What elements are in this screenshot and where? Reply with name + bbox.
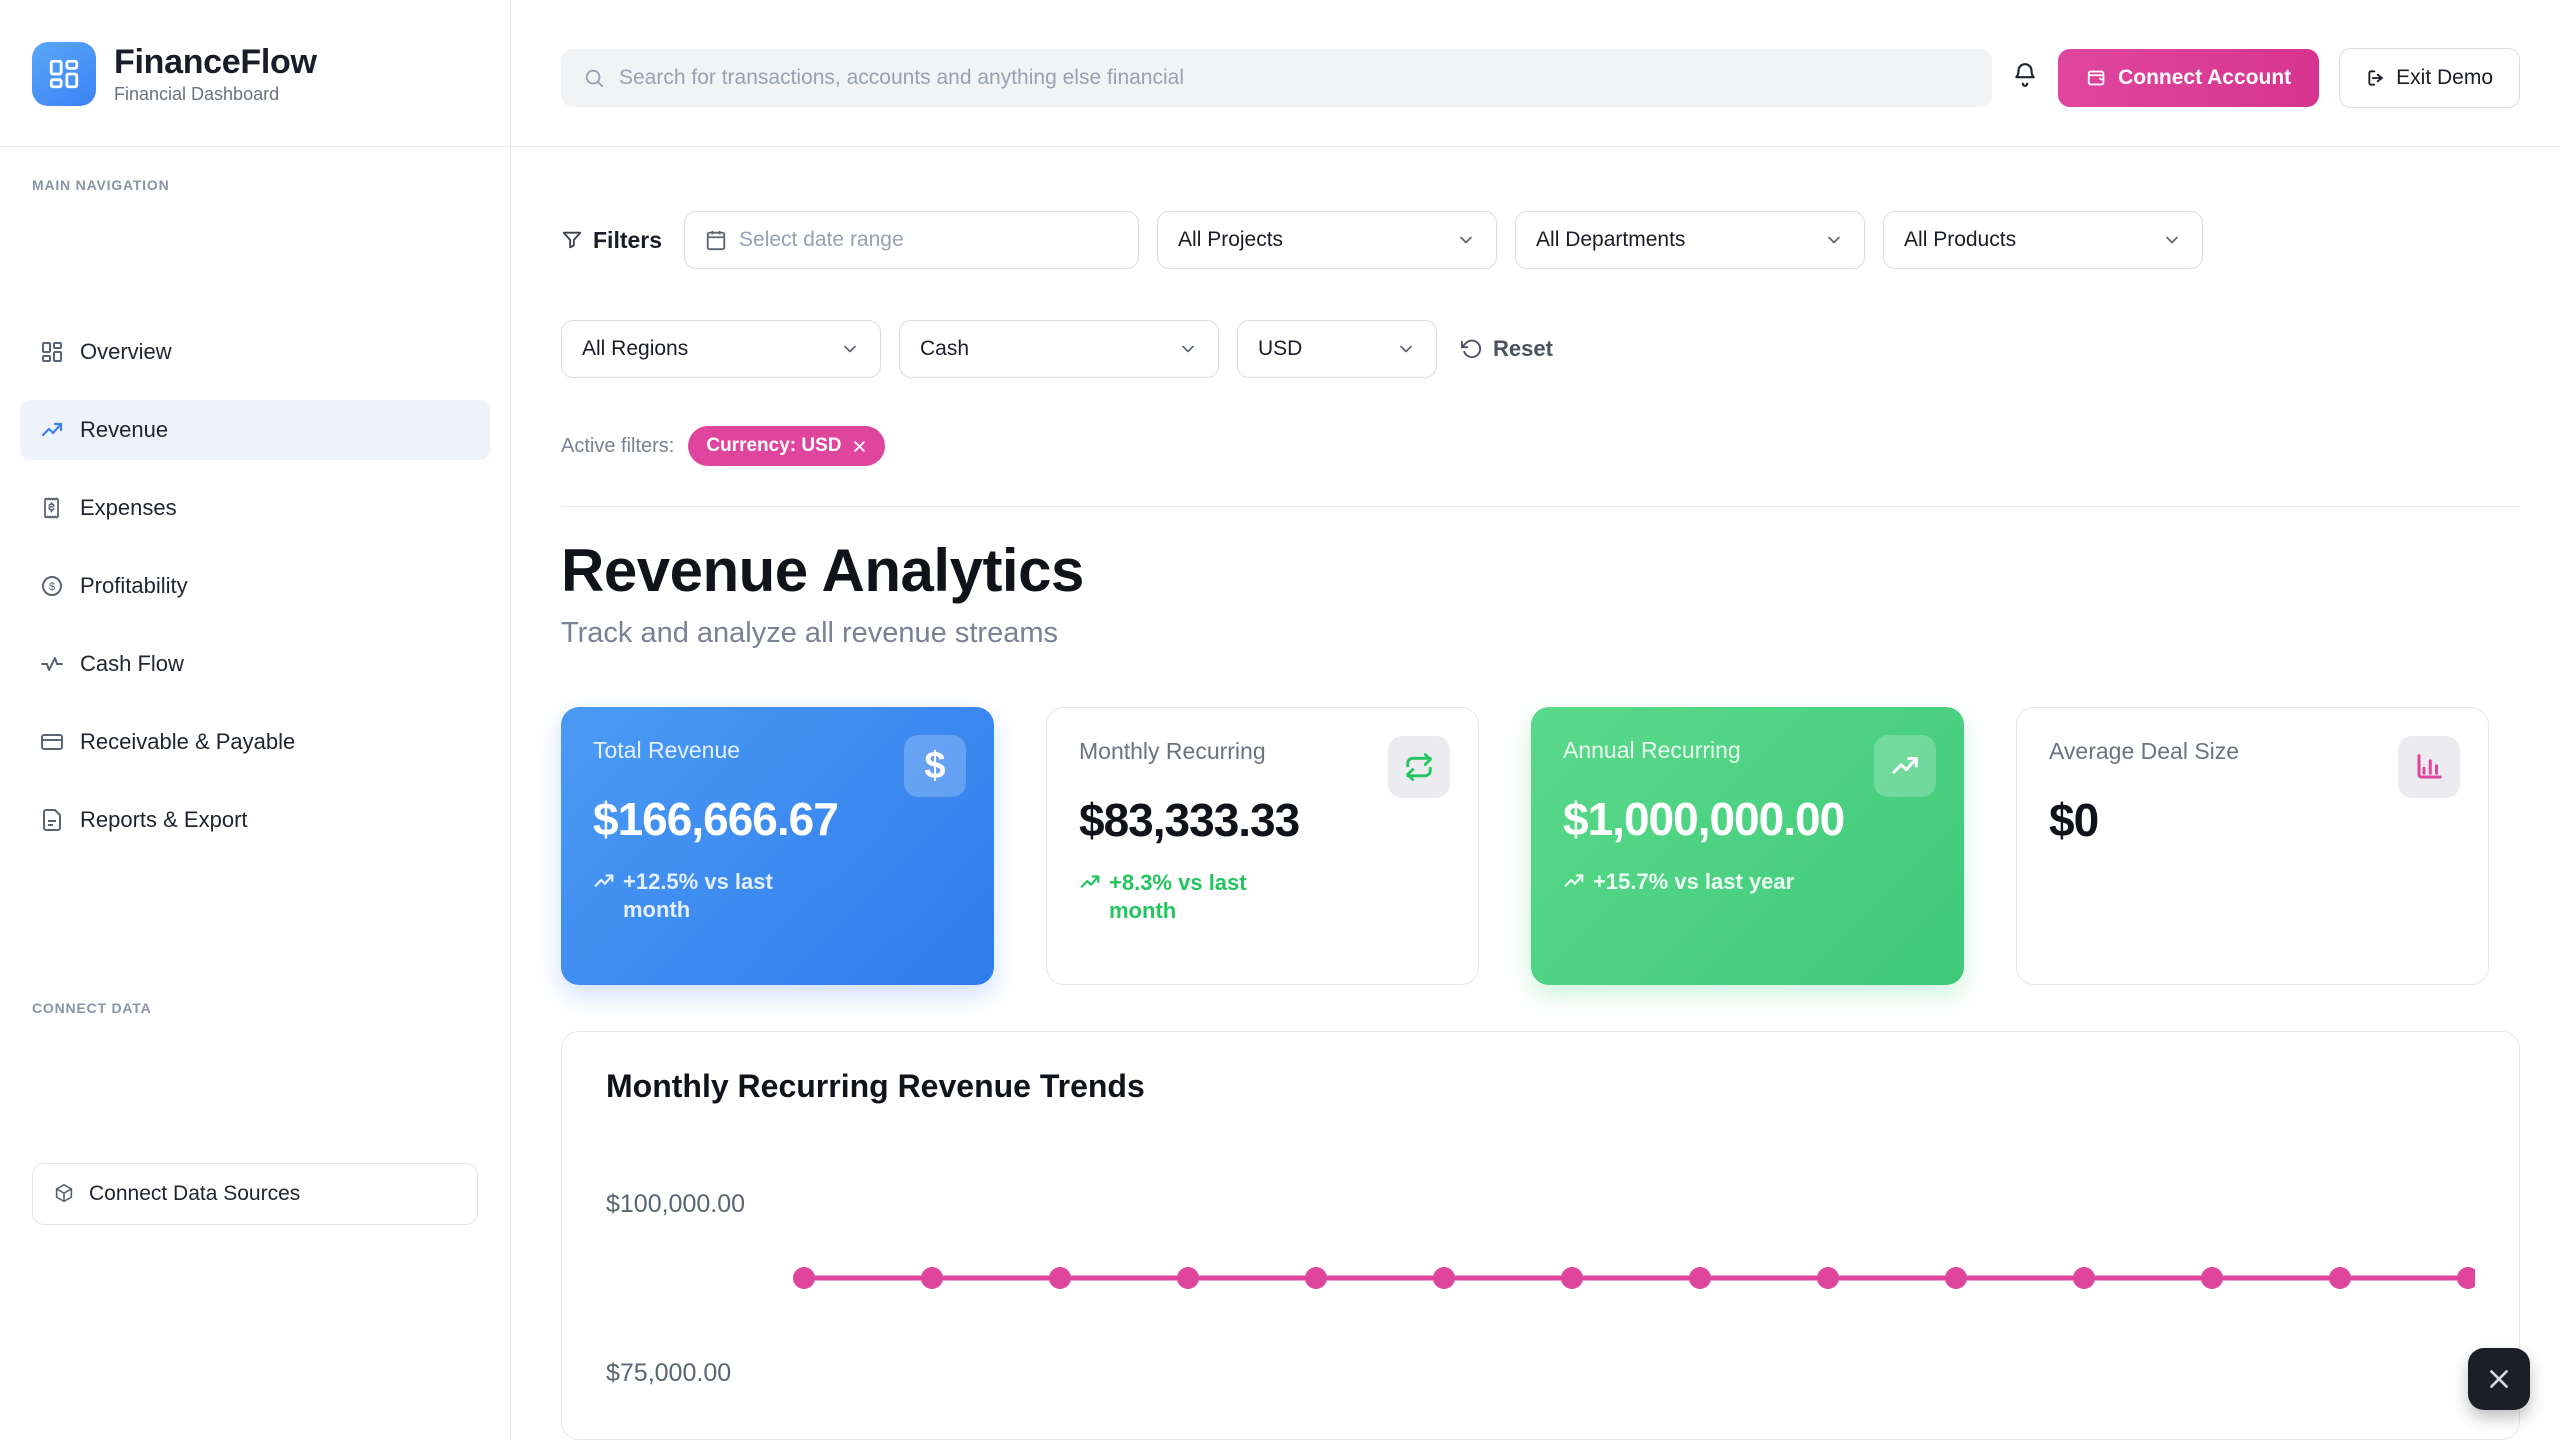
svg-text:$: $: [49, 581, 55, 593]
